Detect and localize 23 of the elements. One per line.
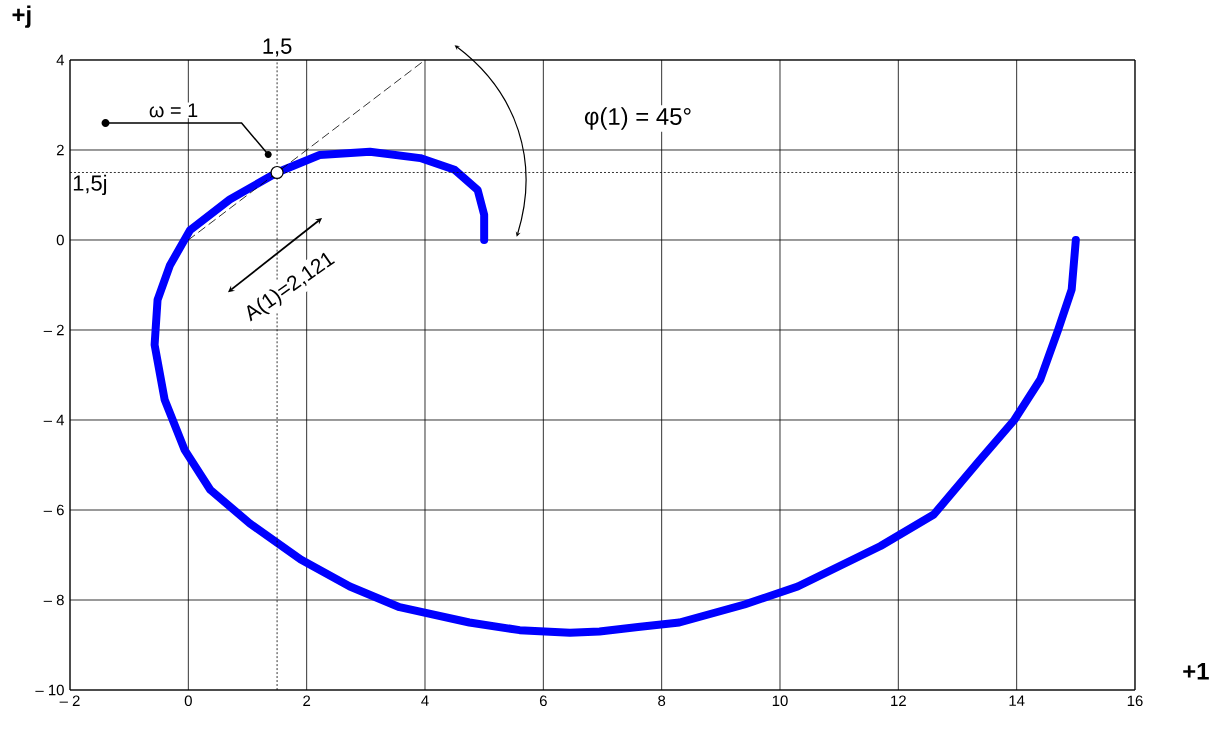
annotation: φ(1) = 45° bbox=[584, 107, 691, 130]
x-axis-title: +1 bbox=[1183, 663, 1209, 680]
ref-line-label: 1,5j bbox=[73, 174, 107, 196]
x-tick-label: 16 bbox=[1127, 695, 1143, 707]
y-tick-label: – 4 bbox=[43, 414, 65, 426]
y-tick-label: 2 bbox=[56, 144, 64, 156]
y-tick-label: – 2 bbox=[43, 324, 64, 336]
x-tick-label: 8 bbox=[658, 695, 666, 707]
x-tick-label: 10 bbox=[772, 695, 788, 707]
y-tick-label: 4 bbox=[56, 54, 65, 66]
ref-line-label: 1,5 bbox=[263, 38, 292, 57]
x-tick-label: 6 bbox=[539, 695, 547, 707]
x-tick-label: 2 bbox=[303, 695, 311, 706]
y-axis-title: +j bbox=[12, 5, 31, 28]
y-tick-label: 0 bbox=[56, 234, 64, 246]
y-tick-label: – 6 bbox=[43, 504, 64, 516]
x-tick-label: 4 bbox=[421, 695, 429, 706]
annotation: ω = 1 bbox=[149, 103, 198, 118]
y-tick-label: – 8 bbox=[43, 594, 64, 606]
x-tick-label: 12 bbox=[891, 695, 906, 706]
x-tick-label: 0 bbox=[184, 695, 192, 707]
x-tick-label: 14 bbox=[1009, 695, 1025, 706]
y-tick-label: – 10 bbox=[35, 684, 64, 696]
